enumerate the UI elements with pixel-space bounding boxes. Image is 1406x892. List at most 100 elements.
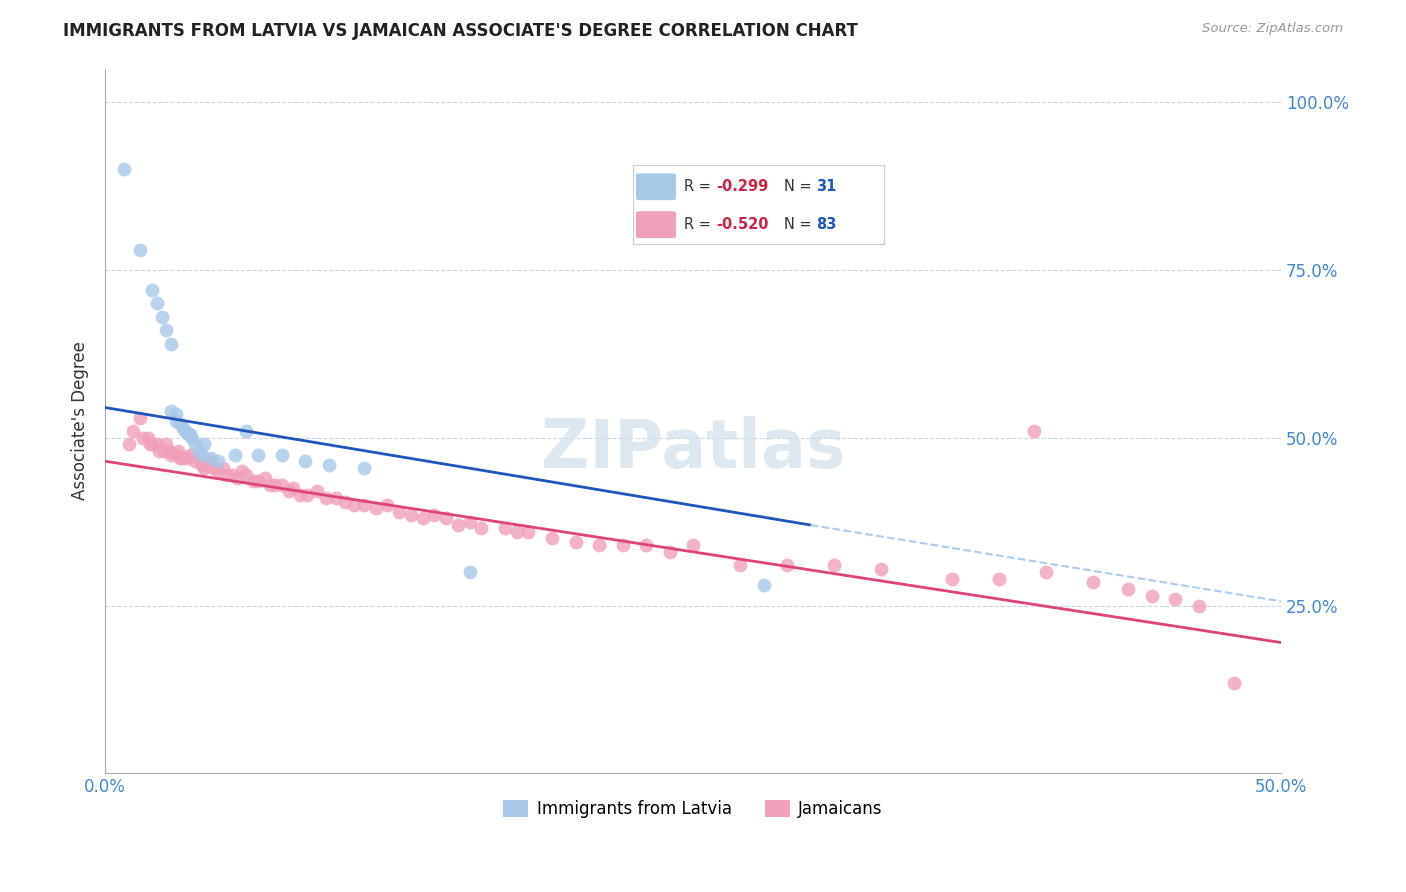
Text: R =: R = xyxy=(683,217,716,232)
Point xyxy=(494,521,516,535)
Point xyxy=(172,420,194,434)
Point xyxy=(146,296,169,310)
Point xyxy=(155,323,177,337)
Point xyxy=(118,437,141,451)
Point xyxy=(146,437,169,451)
Point xyxy=(541,532,564,546)
Point xyxy=(458,565,481,579)
Point xyxy=(423,508,446,522)
Point xyxy=(188,450,211,465)
Point xyxy=(290,488,312,502)
Text: N =: N = xyxy=(783,217,815,232)
Legend: Immigrants from Latvia, Jamaicans: Immigrants from Latvia, Jamaicans xyxy=(496,794,890,825)
Point xyxy=(195,458,218,472)
Point xyxy=(1223,675,1246,690)
Point xyxy=(179,448,201,462)
Point xyxy=(270,448,292,462)
Point xyxy=(221,467,243,482)
Point xyxy=(263,477,285,491)
Point xyxy=(333,494,356,508)
Point xyxy=(277,484,299,499)
Point xyxy=(399,508,422,522)
Point xyxy=(176,427,198,442)
Point xyxy=(193,461,215,475)
Text: Source: ZipAtlas.com: Source: ZipAtlas.com xyxy=(1202,22,1343,36)
Point xyxy=(174,424,197,438)
Point xyxy=(153,444,176,458)
Text: -0.520: -0.520 xyxy=(716,217,769,232)
Point xyxy=(165,407,187,421)
Point xyxy=(150,310,173,324)
Text: ZIPatlas: ZIPatlas xyxy=(541,417,845,483)
Point xyxy=(167,444,190,458)
Point xyxy=(388,505,411,519)
Point xyxy=(139,437,162,451)
Point xyxy=(247,475,270,489)
Point xyxy=(202,461,225,475)
Point xyxy=(412,511,434,525)
Point xyxy=(160,448,183,462)
Point xyxy=(364,501,387,516)
Point xyxy=(1140,589,1163,603)
Point xyxy=(941,572,963,586)
Text: IMMIGRANTS FROM LATVIA VS JAMAICAN ASSOCIATE'S DEGREE CORRELATION CHART: IMMIGRANTS FROM LATVIA VS JAMAICAN ASSOC… xyxy=(63,22,858,40)
Point xyxy=(235,467,257,482)
Point xyxy=(434,511,457,525)
Point xyxy=(353,498,375,512)
Point xyxy=(129,243,152,257)
Point xyxy=(141,283,163,297)
Point xyxy=(181,431,204,445)
Point xyxy=(1035,565,1057,579)
Point xyxy=(188,444,211,458)
Point xyxy=(207,454,229,468)
Point xyxy=(588,538,610,552)
Point xyxy=(207,464,229,478)
Point xyxy=(122,424,145,438)
Text: 31: 31 xyxy=(817,179,837,194)
Point xyxy=(242,475,264,489)
Point xyxy=(165,448,187,462)
Point xyxy=(728,558,751,573)
Point xyxy=(353,461,375,475)
Point xyxy=(270,477,292,491)
Point xyxy=(658,545,681,559)
Point xyxy=(157,444,180,458)
Point xyxy=(1022,424,1045,438)
Point xyxy=(325,491,347,505)
Point xyxy=(318,458,340,472)
Point xyxy=(612,538,634,552)
Point xyxy=(211,461,233,475)
Point xyxy=(224,448,246,462)
Text: 83: 83 xyxy=(817,217,837,232)
Point xyxy=(564,534,586,549)
Text: -0.299: -0.299 xyxy=(716,179,768,194)
Point xyxy=(447,518,470,533)
Point xyxy=(129,410,152,425)
Point xyxy=(165,414,187,428)
Point xyxy=(377,498,399,512)
Point xyxy=(1116,582,1139,596)
Point xyxy=(1081,575,1104,590)
Point xyxy=(231,464,253,478)
Point xyxy=(169,417,191,432)
Point xyxy=(1164,591,1187,606)
Point xyxy=(183,454,205,468)
Point xyxy=(176,450,198,465)
Point xyxy=(315,491,337,505)
FancyBboxPatch shape xyxy=(636,173,676,200)
Point xyxy=(458,515,481,529)
Point xyxy=(190,448,212,462)
Point xyxy=(870,562,893,576)
Point xyxy=(283,481,305,495)
Text: N =: N = xyxy=(783,179,815,194)
Point xyxy=(235,424,257,438)
Point xyxy=(470,521,492,535)
Point xyxy=(297,488,319,502)
Point xyxy=(682,538,704,552)
Point xyxy=(179,427,201,442)
Text: R =: R = xyxy=(683,179,716,194)
Point xyxy=(254,471,277,485)
Point xyxy=(294,454,316,468)
Point xyxy=(172,450,194,465)
Point xyxy=(823,558,845,573)
